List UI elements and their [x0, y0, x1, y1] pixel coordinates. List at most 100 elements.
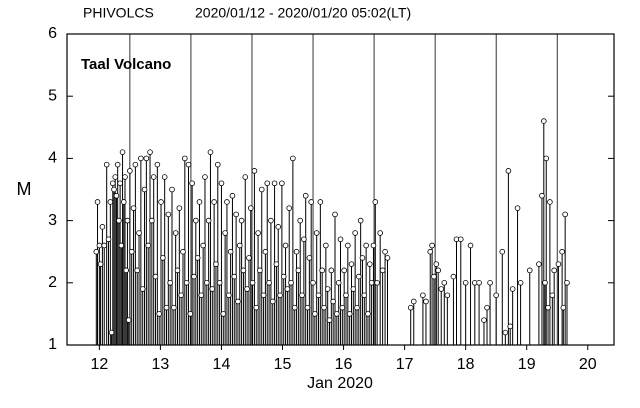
marker	[462, 279, 469, 286]
marker	[382, 248, 388, 255]
marker	[118, 242, 125, 249]
marker	[257, 267, 263, 274]
marker	[505, 168, 512, 174]
marker	[113, 192, 120, 199]
marker	[493, 292, 499, 299]
marker	[291, 304, 298, 311]
marker	[117, 180, 123, 187]
marker	[149, 217, 155, 224]
marker	[352, 230, 358, 236]
marker	[431, 273, 437, 280]
marker	[297, 217, 304, 224]
plot-frame	[66, 33, 615, 346]
marker	[224, 199, 230, 205]
annotation: Taal Volcano	[81, 56, 171, 73]
marker	[301, 236, 307, 243]
marker	[139, 286, 146, 292]
y-tick-label: 4	[48, 150, 57, 167]
marker	[374, 279, 380, 286]
marker	[101, 242, 108, 249]
marker	[268, 217, 274, 224]
marker	[540, 118, 547, 124]
marker	[255, 230, 261, 236]
marker	[286, 205, 293, 211]
marker	[119, 149, 126, 155]
marker	[136, 230, 142, 236]
marker	[370, 242, 377, 249]
marker	[260, 292, 267, 299]
marker	[555, 261, 562, 267]
marker	[165, 211, 172, 218]
marker	[359, 255, 366, 261]
marker	[377, 230, 383, 236]
marker	[134, 267, 141, 274]
marker	[211, 199, 217, 205]
marker	[365, 311, 371, 317]
marker	[158, 199, 164, 205]
x-tick-label: 15	[274, 356, 292, 373]
marker	[238, 217, 245, 224]
marker	[240, 267, 247, 274]
marker	[114, 161, 121, 168]
y-tick-label: 5	[48, 87, 57, 104]
marker	[127, 168, 133, 174]
marker	[207, 149, 214, 155]
marker	[549, 292, 556, 299]
marker	[202, 174, 208, 180]
marker	[547, 199, 553, 205]
marker	[348, 261, 355, 267]
marker	[264, 180, 271, 187]
marker	[310, 279, 316, 286]
marker	[132, 161, 139, 168]
x-tick-label: 12	[90, 356, 108, 373]
marker	[288, 279, 294, 286]
marker	[180, 248, 186, 255]
marker	[235, 298, 241, 305]
marker	[379, 267, 386, 274]
marker	[517, 279, 524, 286]
marker	[194, 255, 201, 261]
marker	[560, 304, 567, 311]
marker	[171, 304, 177, 311]
y-tick-label: 3	[48, 212, 57, 229]
marker	[271, 180, 278, 187]
marker	[293, 248, 300, 255]
marker	[108, 329, 115, 336]
x-tick-label: 16	[335, 356, 353, 373]
marker	[141, 186, 148, 193]
marker	[467, 242, 474, 249]
marker	[145, 242, 151, 249]
marker	[290, 155, 296, 162]
marker	[438, 286, 445, 292]
y-tick-label: 6	[48, 25, 57, 42]
marker	[332, 211, 338, 218]
marker	[193, 217, 199, 224]
marker	[218, 180, 225, 187]
marker	[147, 149, 153, 155]
marker	[109, 180, 116, 187]
marker	[178, 292, 184, 299]
marker	[266, 279, 272, 286]
marker	[161, 174, 168, 180]
marker	[225, 292, 232, 299]
marker	[124, 217, 131, 224]
marker	[423, 298, 429, 305]
marker	[457, 236, 464, 243]
marker	[543, 155, 550, 162]
marker	[216, 279, 223, 286]
marker	[354, 304, 360, 311]
marker	[187, 311, 194, 317]
marker	[284, 286, 291, 292]
marker	[204, 279, 210, 286]
marker	[143, 155, 150, 162]
marker	[551, 267, 557, 274]
marker	[214, 161, 221, 168]
marker	[167, 279, 173, 286]
marker	[258, 186, 265, 193]
marker	[130, 205, 137, 211]
chart-title: 2020/01/12 - 2020/01/20 05:02(LT)	[195, 5, 411, 21]
x-tick-label: 19	[518, 356, 536, 373]
marker	[323, 242, 329, 249]
marker	[562, 211, 568, 218]
